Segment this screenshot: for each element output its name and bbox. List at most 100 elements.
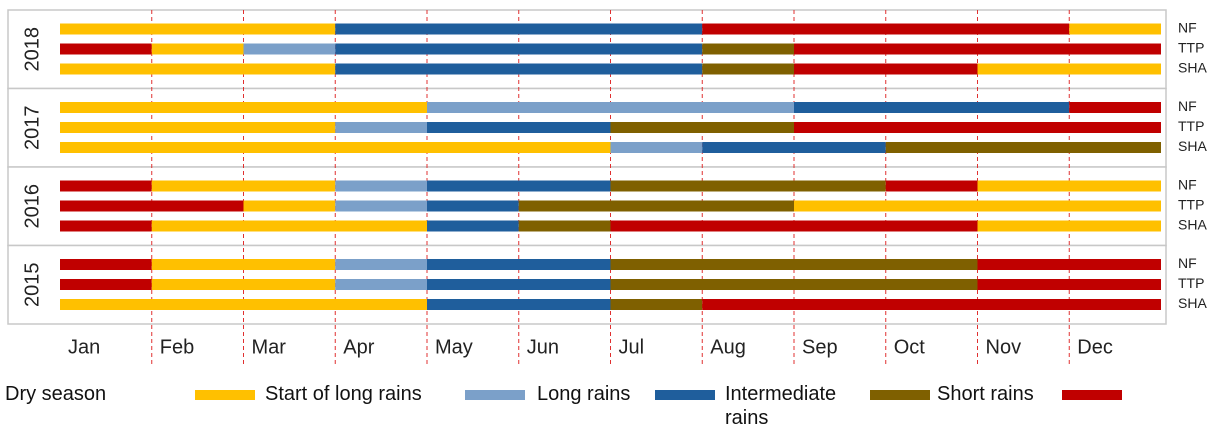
season-segment (335, 259, 427, 270)
row-label: NF (1178, 255, 1197, 271)
season-segment (335, 180, 427, 192)
season-segment (977, 63, 1161, 75)
season-segment (60, 102, 427, 113)
x-tick-label: Aug (710, 336, 746, 358)
x-tick-label: Jul (619, 336, 645, 358)
season-segment (151, 43, 244, 55)
season-segment (794, 200, 1161, 212)
year-label: 2018 (21, 27, 43, 72)
season-segment (427, 180, 611, 192)
year-label: 2016 (21, 184, 43, 229)
season-segment (794, 102, 1070, 113)
season-segment (60, 43, 152, 55)
legend-swatch (195, 390, 255, 400)
season-segment (335, 23, 703, 35)
season-segment (794, 63, 978, 75)
season-segment (60, 142, 611, 153)
row-label: SHA (1178, 295, 1207, 311)
season-segment (60, 220, 152, 232)
season-segment (610, 220, 978, 232)
season-segment (1069, 23, 1161, 35)
season-segment (60, 200, 244, 212)
x-tick-label: Feb (160, 336, 194, 358)
season-segment (60, 23, 336, 35)
x-tick-label: Oct (894, 336, 926, 358)
row-label: SHA (1178, 60, 1207, 76)
chart: 2018 2017 2016 2015 NF TTP SHA NF TTP SHA NF TTP SHA… (7, 9, 1207, 365)
season-segment (610, 180, 886, 192)
legend-label: Intermediate rains (725, 383, 837, 429)
legend-label: Dry season (5, 383, 107, 405)
season-segment (702, 142, 886, 153)
row-label: NF (1178, 98, 1197, 114)
year-label: 2015 (21, 263, 43, 308)
season-segment (60, 122, 336, 133)
season-segment (977, 180, 1161, 192)
season-segment (151, 180, 336, 192)
legend-label: Long rains (537, 383, 631, 405)
season-segment (702, 43, 794, 55)
row-label: NF (1178, 20, 1197, 36)
season-segment (243, 200, 336, 212)
legend-swatch (870, 390, 930, 400)
x-tick-label: Sep (802, 336, 838, 358)
season-segment (335, 279, 427, 290)
season-segment (60, 63, 336, 75)
season-segment (427, 200, 519, 212)
season-segment (427, 122, 611, 133)
season-segment (335, 63, 703, 75)
season-segment (335, 200, 427, 212)
season-segment (427, 279, 611, 290)
x-tick-label: Mar (252, 336, 287, 358)
season-segment (335, 43, 703, 55)
season-segment (885, 142, 1161, 153)
season-segment (977, 220, 1161, 232)
season-segment (518, 200, 794, 212)
season-segment (702, 299, 1161, 310)
row-label: TTP (1178, 118, 1204, 134)
season-segment (794, 122, 1161, 133)
season-segment (977, 259, 1161, 270)
x-tick-label: Jan (68, 336, 100, 358)
legend-swatch (1062, 390, 1122, 400)
legend-label: Short rains (937, 383, 1034, 405)
season-segment (427, 102, 794, 113)
legend-swatch (465, 390, 525, 400)
legend-label: Start of long rains (265, 383, 422, 405)
season-segment (610, 279, 978, 290)
row-label: TTP (1178, 197, 1204, 213)
x-tick-label: Apr (343, 336, 374, 358)
season-segment (610, 259, 978, 270)
season-segment (427, 299, 611, 310)
season-segment (427, 259, 611, 270)
x-tick-label: Dec (1077, 336, 1113, 358)
season-segment (610, 299, 703, 310)
x-tick-label: Nov (986, 336, 1022, 358)
season-segment (1069, 102, 1161, 113)
season-segment (702, 23, 1070, 35)
season-segment (610, 142, 703, 153)
row-label: SHA (1178, 138, 1207, 154)
season-segment (151, 279, 336, 290)
season-segment (60, 259, 152, 270)
season-segment (151, 259, 336, 270)
year-label: 2017 (21, 106, 43, 151)
season-segment (702, 63, 794, 75)
season-segment (977, 279, 1161, 290)
row-label: SHA (1178, 217, 1207, 233)
legend-swatch (655, 390, 715, 400)
row-label: TTP (1178, 40, 1204, 56)
season-segment (885, 180, 978, 192)
season-segment (427, 220, 519, 232)
season-segment (60, 299, 427, 310)
x-tick-label: May (435, 336, 473, 358)
season-segment (243, 43, 336, 55)
row-label: TTP (1178, 275, 1204, 291)
season-segment (60, 180, 152, 192)
season-segment (151, 220, 427, 232)
season-segment (794, 43, 1161, 55)
season-segment (335, 122, 427, 133)
season-segment (60, 279, 152, 290)
x-tick-label: Jun (527, 336, 559, 358)
